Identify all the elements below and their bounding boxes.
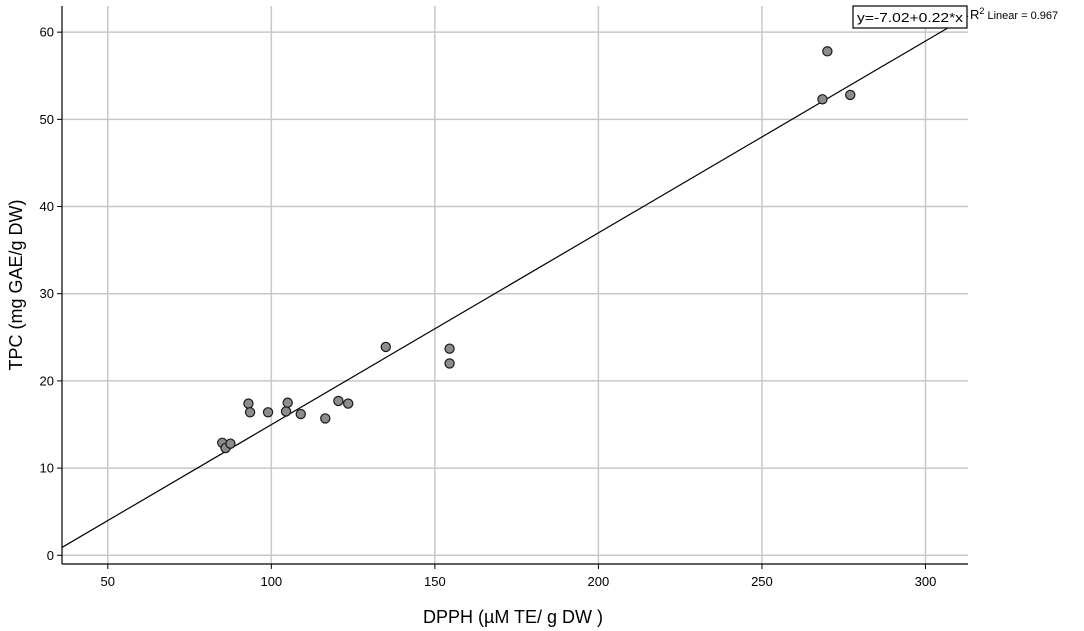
data-point xyxy=(282,397,293,408)
data-point xyxy=(243,398,254,409)
data-point xyxy=(444,343,455,354)
x-axis-title: DPPH (µM TE/ g DW ) xyxy=(423,607,603,627)
r2-value: Linear = 0.967 xyxy=(984,10,1058,22)
data-point xyxy=(444,358,455,369)
x-tick-label: 50 xyxy=(101,574,115,589)
y-axis-title: TPC (mg GAE/g DW) xyxy=(6,199,26,370)
fit-annotation: y=-7.02+0.22*x R2 Linear = 0.967 xyxy=(852,5,1058,29)
r2-superscript: 2 xyxy=(979,6,984,16)
data-point xyxy=(320,413,331,424)
x-tick-label: 150 xyxy=(424,574,446,589)
tick-labels: 50 100 150 200 250 300 0 10 20 30 40 50 60 xyxy=(40,25,937,589)
data-point xyxy=(262,407,274,418)
data-point xyxy=(244,407,256,418)
data-point xyxy=(295,408,306,420)
y-tick-label: 40 xyxy=(40,199,54,214)
data-point xyxy=(280,406,292,417)
y-tick-label: 60 xyxy=(40,25,54,40)
data-point xyxy=(817,94,828,105)
data-point xyxy=(225,438,236,449)
x-tick-label: 100 xyxy=(260,574,282,589)
x-tick-label: 300 xyxy=(915,574,937,589)
equation-label: y=-7.02+0.22*x xyxy=(857,10,964,25)
r2-label: R2 Linear = 0.967 xyxy=(970,6,1058,22)
data-point xyxy=(333,395,344,407)
data-point xyxy=(822,46,833,57)
y-tick-label: 20 xyxy=(40,373,54,388)
data-point xyxy=(380,341,392,353)
data-point xyxy=(342,398,354,409)
y-tick-label: 10 xyxy=(40,461,54,476)
data-points xyxy=(217,46,856,454)
x-tick-label: 200 xyxy=(588,574,610,589)
y-tick-label: 50 xyxy=(40,112,54,127)
grid-lines xyxy=(62,6,968,564)
y-tick-label: 30 xyxy=(40,286,54,301)
data-point xyxy=(845,89,856,101)
x-tick-label: 250 xyxy=(751,574,773,589)
r2-prefix: R xyxy=(970,7,979,22)
axes xyxy=(57,6,968,569)
y-tick-label: 0 xyxy=(47,548,54,563)
equation-box xyxy=(852,5,968,29)
fit-line xyxy=(61,15,969,548)
